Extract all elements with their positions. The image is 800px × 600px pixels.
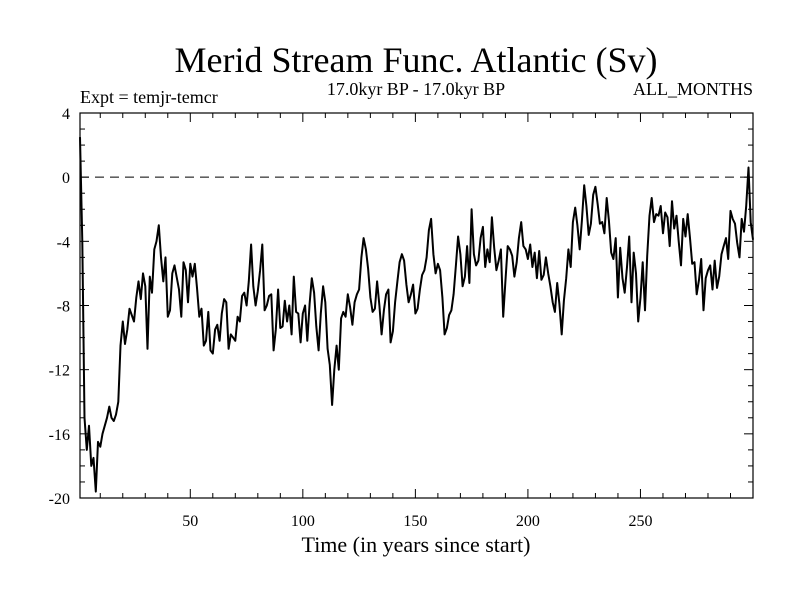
y-tick-label: -20 bbox=[49, 491, 70, 508]
x-axis-label: Time (in years since start) bbox=[302, 532, 531, 557]
chart-title: Merid Stream Func. Atlantic (Sv) bbox=[175, 40, 658, 80]
series-line bbox=[79, 137, 754, 493]
chart-subtitle: 17.0kyr BP - 17.0kyr BP bbox=[327, 79, 505, 99]
y-tick-label: 4 bbox=[62, 106, 70, 123]
x-tick-label: 100 bbox=[291, 513, 315, 530]
x-tick-label: 200 bbox=[516, 513, 540, 530]
y-tick-label: -16 bbox=[49, 427, 70, 444]
months-label: ALL_MONTHS bbox=[633, 79, 753, 99]
experiment-label: Expt = temjr-temcr bbox=[80, 87, 218, 107]
y-tick-label: -12 bbox=[49, 363, 70, 380]
series-layer bbox=[79, 137, 754, 493]
y-tick-label: -8 bbox=[57, 299, 70, 316]
x-tick-label: 50 bbox=[182, 513, 198, 530]
plot-frame bbox=[79, 112, 754, 499]
x-tick-label: 150 bbox=[403, 513, 427, 530]
x-tick-label: 250 bbox=[628, 513, 652, 530]
y-tick-label: -4 bbox=[57, 234, 70, 251]
y-tick-label: 0 bbox=[62, 170, 70, 187]
